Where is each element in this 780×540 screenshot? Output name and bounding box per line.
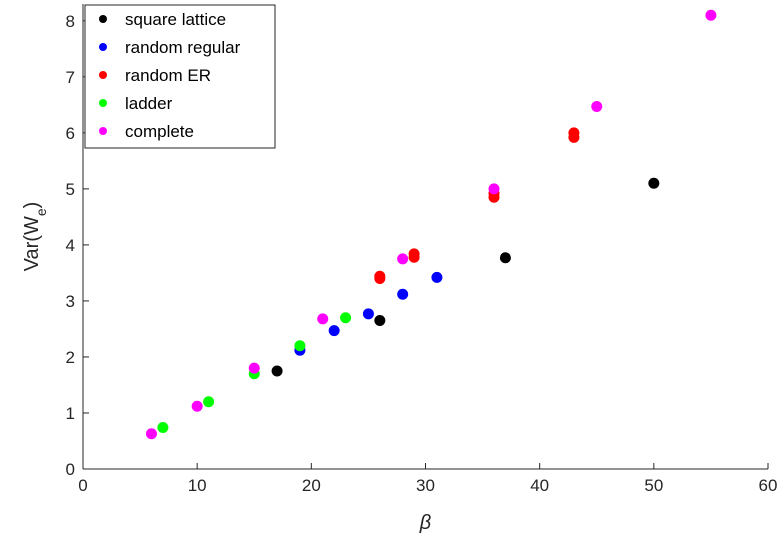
legend-label: random regular [125,38,241,57]
y-axis-label: Var(We) [21,202,49,272]
y-axis-label-main: Var(W [21,216,43,271]
series-ladder [157,312,352,434]
y-axis-label-subscript: e [33,208,49,216]
legend-label: random ER [125,66,211,85]
data-points [146,9,717,440]
legend-marker [99,99,107,107]
data-point [397,288,409,300]
legend-box [84,4,276,149]
axes: 0 10 20 30 40 50 60 0 1 2 3 4 5 6 7 8 [66,4,778,495]
x-tick-label: 0 [78,476,87,495]
data-point [568,127,580,139]
legend-marker [99,43,107,51]
data-point [408,248,420,260]
y-axis-label-close: ) [21,202,43,209]
legend: square lattice random regular random ER lad… [84,4,276,149]
series-random-ER [374,127,580,285]
legend-label: complete [125,122,194,141]
series-complete [146,9,717,440]
legend-label: square lattice [125,10,226,29]
x-tick-label: 50 [644,476,663,495]
x-tick-label: 40 [530,476,549,495]
data-point [488,183,500,195]
data-point [294,340,306,352]
x-tick-label: 30 [416,476,435,495]
data-point [248,362,260,374]
data-point [591,101,603,113]
x-tick-label: 60 [759,476,778,495]
y-tick-label: 0 [66,460,75,479]
data-point [157,422,169,434]
y-tick-label: 6 [66,124,75,143]
data-point [499,252,511,264]
x-axis-label: β [419,512,431,534]
data-point [705,9,717,21]
x-tick-label: 10 [188,476,207,495]
data-point [397,253,409,265]
data-point [191,400,203,412]
legend-marker [99,15,107,23]
data-point [648,177,660,189]
x-tick-label: 20 [302,476,321,495]
data-point [317,313,329,325]
data-point [431,271,443,283]
data-point [362,308,374,320]
legend-marker [99,71,107,79]
y-tick-label: 3 [66,292,75,311]
y-tick-label: 1 [66,404,75,423]
data-point [340,312,352,324]
data-point [374,315,386,327]
y-tick-label: 8 [66,12,75,31]
data-point [203,396,215,408]
data-point [328,325,340,337]
y-tick-label: 5 [66,180,75,199]
series-square-lattice [271,177,660,377]
data-point [374,270,386,282]
data-point [271,365,283,377]
y-tick-label: 7 [66,68,75,87]
y-tick-label: 4 [66,236,75,255]
legend-label: ladder [125,94,173,113]
data-point [146,428,157,440]
legend-marker [99,127,107,135]
y-tick-label: 2 [66,348,75,367]
